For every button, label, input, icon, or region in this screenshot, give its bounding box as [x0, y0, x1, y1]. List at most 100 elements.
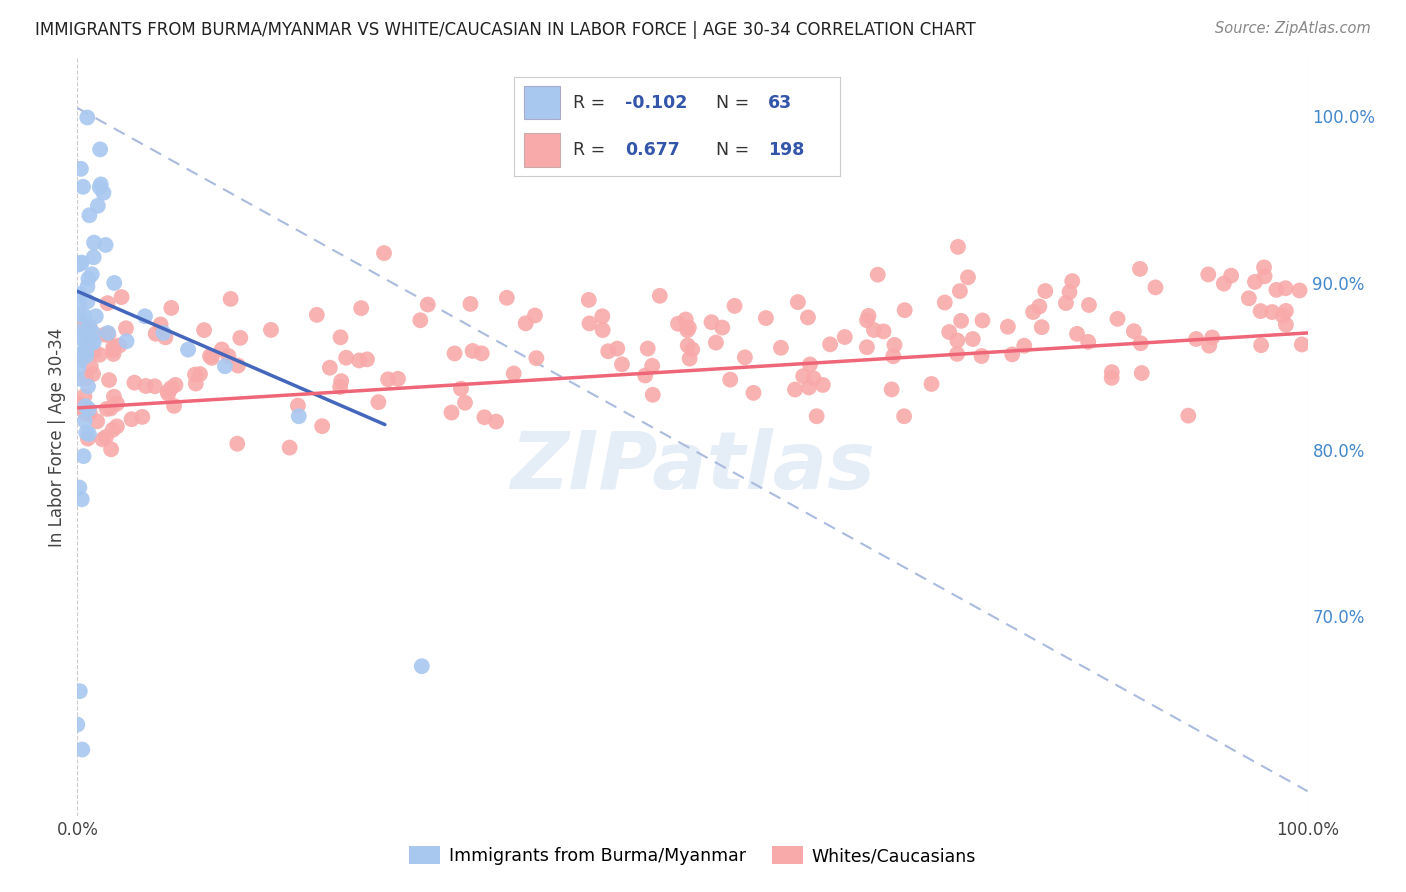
Point — [938, 325, 960, 339]
Point — [77, 323, 100, 337]
Legend: Immigrants from Burma/Myanmar, Whites/Caucasians: Immigrants from Burma/Myanmar, Whites/Ca… — [402, 839, 983, 872]
Point — [217, 349, 239, 363]
Point — [77, 271, 100, 285]
Point — [94, 238, 117, 252]
Point — [69, 684, 91, 698]
Point — [70, 352, 93, 367]
Point — [997, 319, 1019, 334]
Point — [157, 386, 180, 401]
Point — [67, 351, 90, 365]
Point — [79, 406, 101, 420]
Point — [72, 449, 94, 463]
Point — [70, 318, 93, 332]
Point — [165, 377, 187, 392]
Point — [198, 349, 221, 363]
Point — [66, 717, 89, 731]
Point — [440, 405, 463, 419]
Point — [970, 349, 993, 363]
Point — [591, 310, 613, 324]
Point — [73, 343, 96, 358]
Point — [75, 399, 97, 413]
Point — [797, 380, 820, 394]
Point — [347, 353, 370, 368]
Point — [471, 346, 494, 360]
Point — [121, 412, 143, 426]
Point — [131, 409, 153, 424]
Point — [219, 292, 242, 306]
Point — [648, 289, 671, 303]
Point — [734, 351, 756, 365]
Point — [80, 359, 103, 374]
Point — [1144, 280, 1167, 294]
Point — [145, 326, 167, 341]
Point — [184, 368, 207, 382]
Point — [718, 373, 741, 387]
Point — [260, 323, 283, 337]
Point — [1033, 284, 1056, 298]
Point — [115, 334, 138, 349]
Point — [880, 383, 903, 397]
Point — [856, 313, 879, 327]
Point — [89, 348, 111, 362]
Point — [75, 407, 97, 421]
Point — [962, 332, 984, 346]
Point — [278, 441, 301, 455]
Point — [949, 284, 972, 298]
Point — [82, 367, 104, 381]
Point — [77, 402, 100, 417]
Point — [67, 258, 90, 272]
Point — [882, 349, 904, 363]
Text: IMMIGRANTS FROM BURMA/MYANMAR VS WHITE/CAUCASIAN IN LABOR FORCE | AGE 30-34 CORR: IMMIGRANTS FROM BURMA/MYANMAR VS WHITE/C… — [35, 21, 976, 38]
Point — [155, 330, 177, 344]
Point — [288, 409, 311, 424]
Point — [72, 345, 94, 359]
Point — [105, 396, 128, 410]
Point — [335, 351, 357, 365]
Point — [134, 310, 156, 324]
Point — [103, 390, 125, 404]
Point — [956, 270, 979, 285]
Point — [80, 335, 103, 350]
Point — [311, 419, 333, 434]
Point — [872, 325, 894, 339]
Point — [1066, 326, 1088, 341]
Point — [972, 313, 994, 327]
Point — [101, 343, 124, 358]
Point — [135, 379, 157, 393]
Point — [1265, 283, 1288, 297]
Point — [87, 199, 110, 213]
Point — [96, 401, 118, 416]
Point — [1022, 305, 1045, 319]
Point — [598, 344, 620, 359]
Point — [578, 317, 600, 331]
Point — [1129, 336, 1152, 351]
Point — [350, 301, 373, 315]
Point — [329, 330, 352, 344]
Point — [100, 442, 122, 457]
Point — [319, 360, 342, 375]
Point — [641, 388, 664, 402]
Point — [83, 250, 105, 264]
Point — [83, 235, 105, 250]
Point — [70, 492, 93, 507]
Point — [90, 178, 112, 192]
Point — [75, 371, 97, 385]
Point — [67, 481, 90, 495]
Point — [103, 276, 125, 290]
Point — [806, 409, 828, 424]
Point — [67, 330, 90, 344]
Point — [184, 376, 207, 391]
Point — [149, 318, 172, 332]
Point — [75, 337, 97, 351]
Point — [1101, 365, 1123, 379]
Point — [1250, 304, 1272, 318]
Point — [711, 320, 734, 334]
Point — [75, 345, 97, 359]
Point — [76, 279, 98, 293]
Point — [443, 346, 465, 360]
Point — [1122, 324, 1144, 338]
Point — [115, 321, 138, 335]
Point — [193, 323, 215, 337]
Point — [77, 427, 100, 442]
Point — [373, 246, 395, 260]
